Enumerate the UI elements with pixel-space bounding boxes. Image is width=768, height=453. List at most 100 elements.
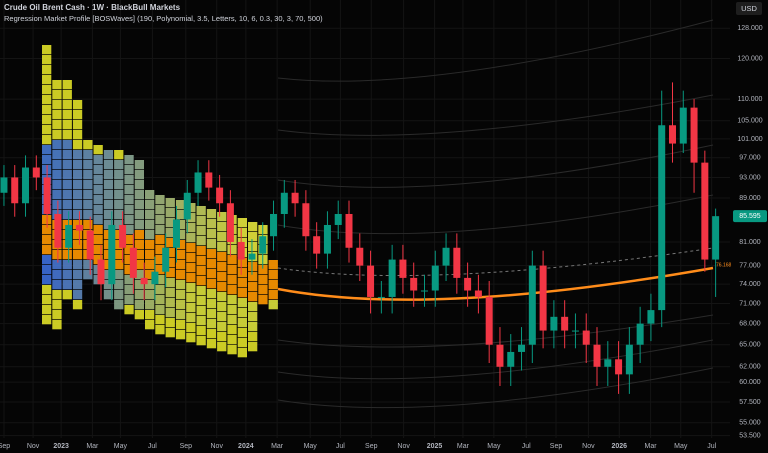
profile-cell [114, 300, 124, 310]
profile-cell [83, 210, 93, 220]
candle-body [485, 296, 493, 345]
profile-cell [42, 85, 52, 95]
profile-cell [134, 250, 144, 260]
profile-cell [175, 210, 186, 220]
x-tick-label: Nov [397, 443, 410, 450]
x-tick-label: Mar [86, 443, 99, 450]
profile-cell [206, 209, 217, 219]
candle-body [453, 247, 461, 278]
profile-cell [103, 160, 114, 170]
profile-cell [237, 278, 247, 288]
profile-cell [237, 348, 247, 358]
profile-cell [83, 270, 93, 280]
candle-body [129, 247, 137, 278]
profile-cell [103, 200, 114, 210]
profile-cell [72, 170, 83, 180]
profile-cell [175, 330, 186, 340]
profile-cell [196, 256, 206, 266]
y-axis-panel [730, 0, 768, 453]
profile-cell [72, 280, 83, 290]
profile-cell [103, 170, 114, 180]
candle-body [32, 167, 40, 178]
profile-cell [268, 300, 278, 310]
profile-cell [52, 180, 62, 190]
profile-cell [134, 190, 144, 200]
currency-box[interactable] [736, 2, 762, 15]
profile-cell [227, 275, 237, 285]
profile-cell [62, 140, 72, 150]
profile-cell [72, 160, 83, 170]
profile-cell [227, 345, 237, 355]
profile-cell [134, 280, 144, 290]
profile-cell [62, 260, 72, 270]
indicator-title: Regression Market Profile [BOSWaves] (19… [4, 14, 323, 23]
profile-cell [248, 222, 258, 232]
y-tick-label: 97.000 [739, 155, 761, 162]
profile-cell [52, 130, 62, 140]
profile-cell [145, 290, 155, 300]
profile-cell [52, 190, 62, 200]
y-tick-label: 60.000 [739, 379, 761, 386]
profile-cell [175, 310, 186, 320]
band-line [277, 19, 714, 82]
candle-body [571, 330, 579, 332]
currency[interactable]: USD [741, 4, 757, 13]
profile-cell [248, 312, 258, 322]
x-tick-label: Jul [522, 443, 531, 450]
candle-body [216, 187, 224, 204]
profile-cell [42, 225, 52, 235]
y-tick-label: 71.000 [739, 300, 761, 307]
profile-cell [248, 262, 258, 272]
profile-cell [62, 270, 72, 280]
profile-cell [145, 280, 155, 290]
profile-cell [124, 295, 134, 305]
profile-cell [237, 268, 247, 278]
candle-body [474, 290, 482, 297]
profile-cell [52, 140, 62, 150]
candle-body [11, 177, 19, 204]
y-tick-label: 81.000 [739, 239, 761, 246]
profile-cell [62, 180, 72, 190]
profile-cell [42, 245, 52, 255]
profile-cell [42, 275, 52, 285]
candle-body [410, 277, 418, 291]
dashed-line [277, 247, 714, 277]
profile-cell [145, 260, 155, 270]
profile-cell [83, 160, 93, 170]
candle-body [550, 316, 558, 331]
candle-body [226, 203, 234, 242]
x-tick-label: 2023 [53, 443, 69, 450]
profile-cell [42, 45, 52, 55]
profile-cell [196, 326, 206, 336]
profile-cell [72, 260, 83, 270]
profile-cell [42, 155, 52, 165]
profile-cell [114, 260, 124, 270]
axes: 128.000 120.000 110.000 105.000 101.000 97.00… [0, 25, 767, 450]
profile-cell [52, 300, 62, 310]
x-tick-label: Jul [707, 443, 716, 450]
candle-body [151, 271, 159, 285]
profile-cell [196, 236, 206, 246]
profile-cell [62, 190, 72, 200]
candle-body [86, 230, 94, 260]
y-tick-label: 101.000 [737, 136, 762, 143]
y-tick-label: 62.000 [739, 364, 761, 371]
profile-cell [42, 305, 52, 315]
profile-cell [237, 338, 247, 348]
candle-body [701, 162, 709, 260]
profile-cell [62, 160, 72, 170]
profile-cell [52, 90, 62, 100]
profile-cell [165, 248, 175, 258]
candle-body [604, 359, 612, 367]
profile-cell [165, 308, 175, 318]
profile-cell [62, 100, 72, 110]
profile-cell [134, 160, 144, 170]
profile-cell [196, 276, 206, 286]
candle-body [334, 213, 342, 225]
profile-cell [52, 120, 62, 130]
profile-cell [145, 300, 155, 310]
x-tick-label: Nov [211, 443, 224, 450]
candle-body [464, 277, 472, 291]
chart-title: Crude Oil Brent Cash · 1W · BlackBull Ma… [4, 3, 181, 12]
profile-cell [175, 300, 186, 310]
